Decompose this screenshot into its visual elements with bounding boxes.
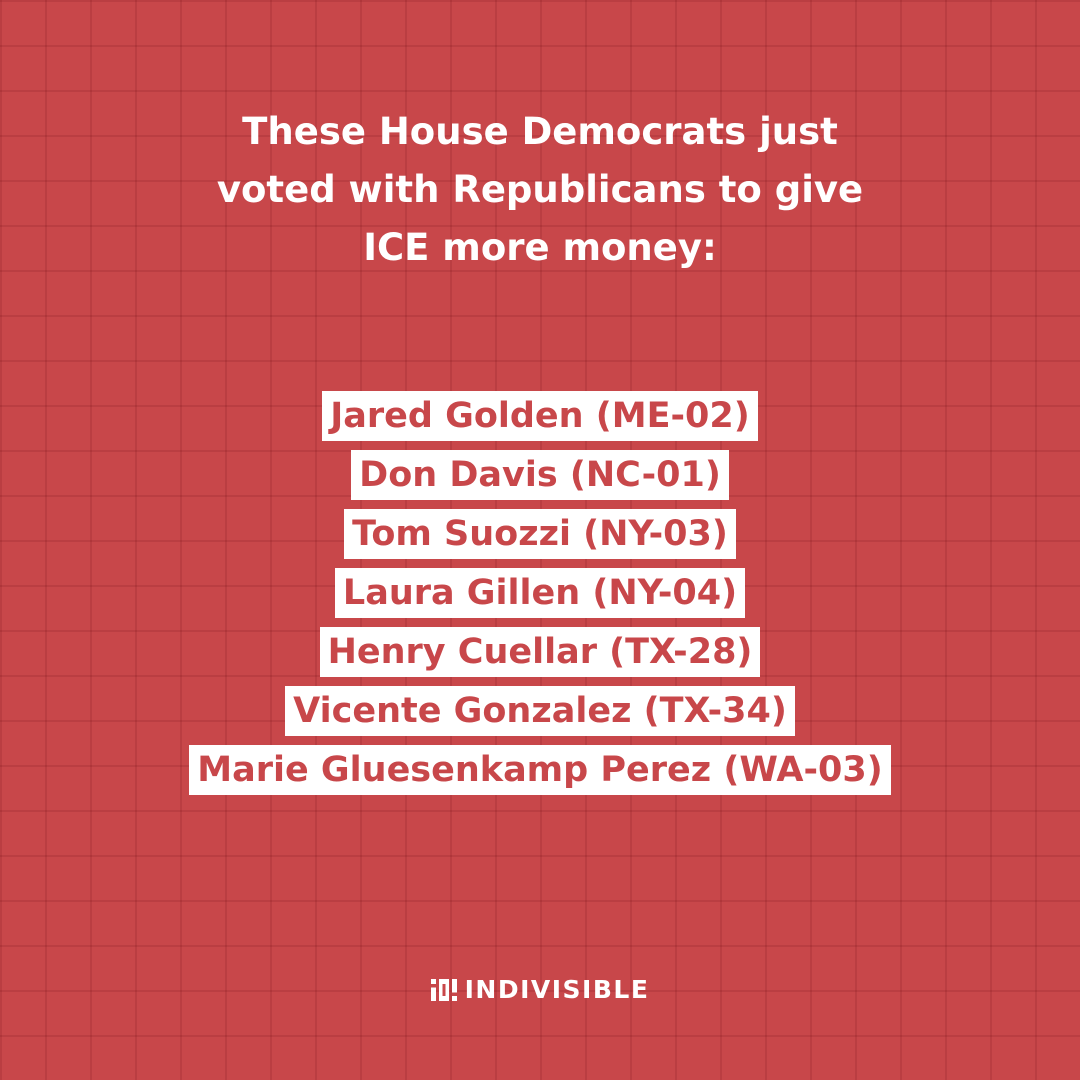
headline-line-3: ICE more money: [363,226,717,269]
representative-name: Tom Suozzi (NY-03) [344,509,736,559]
representative-name: Don Davis (NC-01) [351,450,729,500]
representative-name: Jared Golden (ME-02) [322,391,758,441]
headline: These House Democrats just voted with Re… [90,103,990,277]
representative-name: Vicente Gonzalez (TX-34) [285,686,795,736]
representative-name: Laura Gillen (NY-04) [334,568,746,618]
representatives-list: Jared Golden (ME-02) Don Davis (NC-01) T… [0,391,1080,804]
indivisible-logo-icon [430,979,457,1001]
headline-line-2: voted with Republicans to give [216,168,864,211]
representative-name: Marie Gluesenkamp Perez (WA-03) [189,745,891,795]
representative-name: Henry Cuellar (TX-28) [319,627,761,677]
logo-wordmark: INDIVISIBLE [464,975,650,1004]
headline-line-1: These House Democrats just [242,110,838,153]
indivisible-logo: INDIVISIBLE [0,972,1080,1008]
